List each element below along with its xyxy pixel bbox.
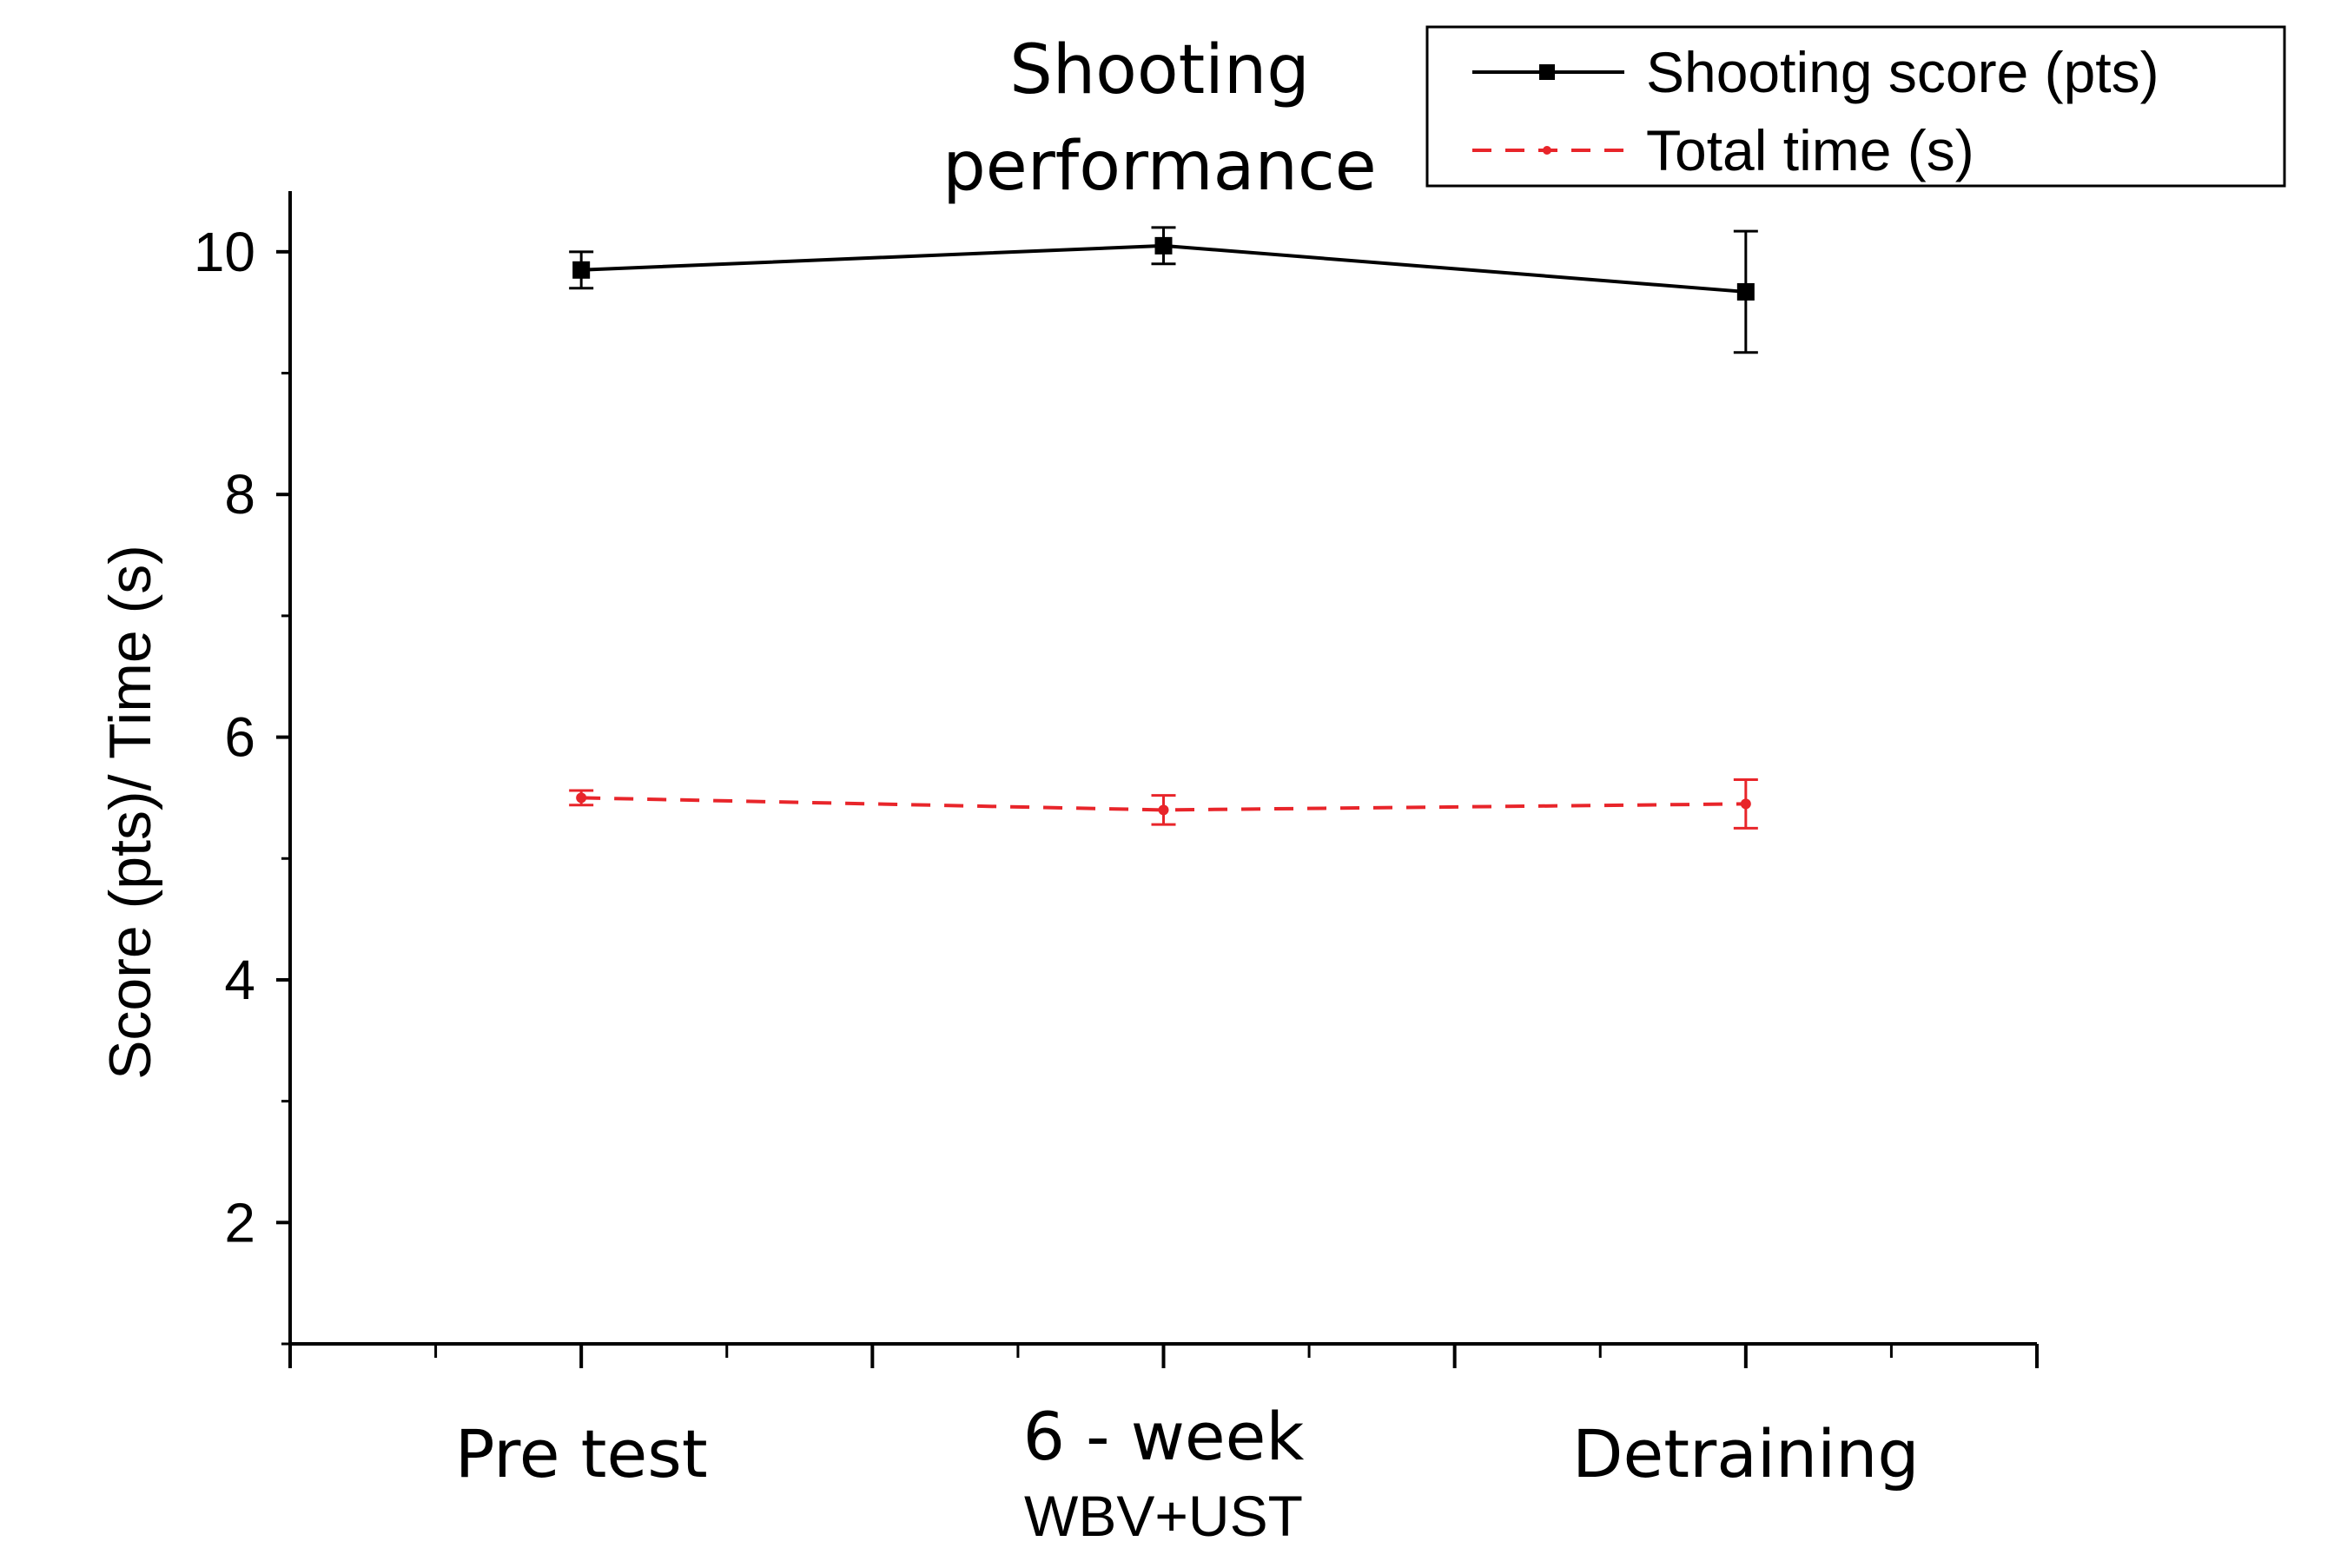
legend-marker-series-1 [1539, 64, 1555, 80]
y-tick-label: 4 [224, 949, 255, 1011]
data-point [1154, 236, 1173, 255]
data-point [1736, 282, 1755, 301]
axes [288, 191, 2037, 1346]
y-tick-label: 8 [224, 463, 255, 526]
y-tick-label: 10 [194, 221, 255, 283]
x-ticks [288, 1344, 2039, 1368]
data-point [1740, 798, 1751, 810]
legend-label-series-2: Total time (s) [1646, 118, 1974, 182]
x-category-label: Pre test [455, 1415, 708, 1492]
x-category-label: 6 - week [1023, 1398, 1305, 1475]
legend-marker-series-2 [1543, 146, 1551, 155]
x-category-label: Detraining [1572, 1415, 1920, 1492]
y-tick-label: 2 [224, 1191, 255, 1254]
legend: Shooting score (pts) Total time (s) [1425, 25, 2286, 188]
chart-title: Shooting performance [942, 31, 1377, 206]
y-ticks: 2 4 6 8 10 [194, 221, 290, 1346]
y-tick-label: 6 [224, 706, 255, 769]
legend-label-series-1: Shooting score (pts) [1646, 40, 2159, 104]
chart-title-line-1: Shooting [1009, 31, 1310, 109]
chart-title-line-2: performance [942, 128, 1377, 206]
series-2 [569, 777, 1758, 830]
legend-box [1425, 25, 2286, 188]
data-point [572, 261, 591, 279]
category-labels: Pre test 6 - week WBV+UST Detraining [455, 1398, 1920, 1548]
series-layer [569, 226, 1758, 830]
data-point [1158, 804, 1169, 816]
data-point [576, 792, 587, 804]
x-category-sublabel: WBV+UST [1024, 1484, 1303, 1548]
series-1 [569, 226, 1758, 354]
y-axis-label: Score (pts)/ Time (s) [97, 545, 163, 1080]
series-line [581, 796, 1746, 812]
